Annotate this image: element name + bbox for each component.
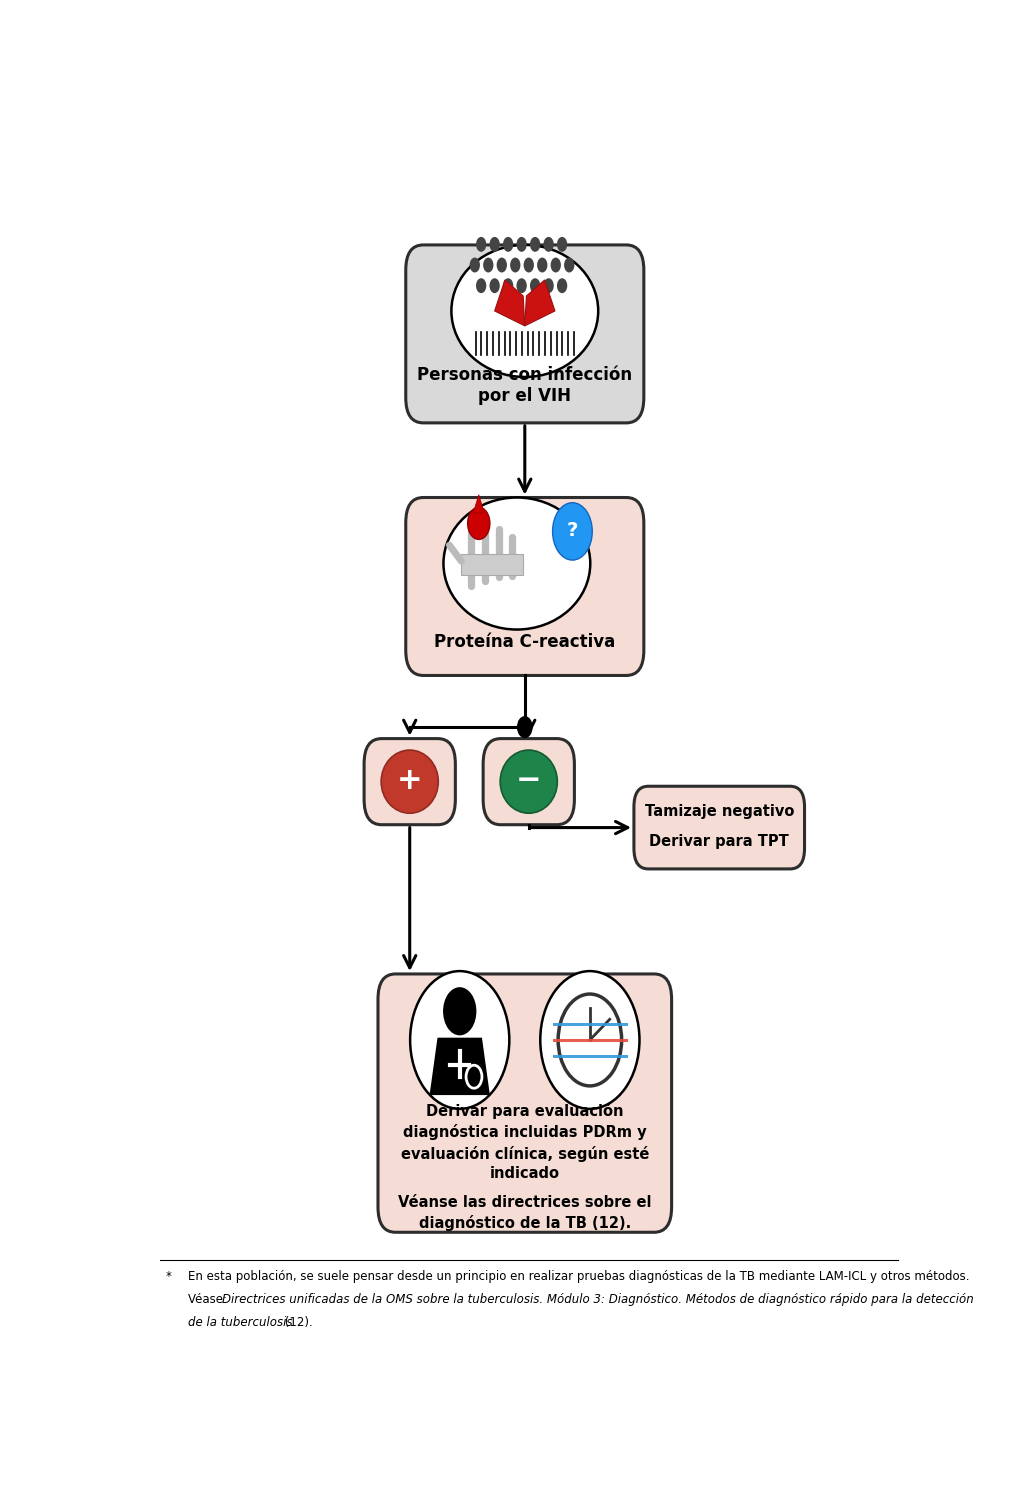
Text: −: − (516, 766, 542, 795)
Text: En esta población, se suele pensar desde un principio en realizar pruebas diagnó: En esta población, se suele pensar desde… (187, 1270, 969, 1282)
Ellipse shape (541, 971, 639, 1109)
Polygon shape (461, 555, 523, 576)
Circle shape (544, 237, 554, 252)
Circle shape (530, 237, 541, 252)
Circle shape (503, 237, 513, 252)
Circle shape (553, 502, 592, 561)
Circle shape (503, 279, 513, 294)
Text: Proteína C-reactiva: Proteína C-reactiva (434, 632, 615, 650)
Ellipse shape (443, 498, 590, 629)
Text: Personas con infección
por el VIH: Personas con infección por el VIH (417, 367, 633, 406)
Text: +: + (397, 766, 423, 795)
Circle shape (557, 237, 567, 252)
Text: Directrices unificadas de la OMS sobre la tuberculosis. Módulo 3: Diagnóstico. M: Directrices unificadas de la OMS sobre l… (222, 1293, 974, 1306)
Circle shape (564, 258, 574, 273)
FancyBboxPatch shape (406, 245, 644, 423)
Text: (12).: (12). (282, 1315, 313, 1328)
Circle shape (483, 258, 494, 273)
FancyBboxPatch shape (406, 498, 644, 675)
Circle shape (516, 279, 526, 294)
Text: Véase:: Véase: (187, 1293, 230, 1306)
Polygon shape (430, 1038, 489, 1094)
Polygon shape (524, 280, 555, 327)
Circle shape (470, 258, 480, 273)
Polygon shape (495, 280, 524, 327)
FancyBboxPatch shape (378, 974, 672, 1232)
Circle shape (476, 237, 486, 252)
FancyBboxPatch shape (483, 738, 574, 825)
Circle shape (544, 279, 554, 294)
Ellipse shape (381, 750, 438, 813)
Circle shape (516, 237, 526, 252)
Text: Derivar para evaluación
diagnóstica incluidas PDRm y
evaluación clínica, según e: Derivar para evaluación diagnóstica incl… (400, 1103, 649, 1181)
Circle shape (530, 279, 541, 294)
Circle shape (538, 258, 548, 273)
Circle shape (557, 279, 567, 294)
Circle shape (476, 279, 486, 294)
Circle shape (489, 279, 500, 294)
Circle shape (510, 258, 520, 273)
Circle shape (443, 987, 476, 1035)
FancyBboxPatch shape (634, 786, 805, 869)
Text: ?: ? (566, 520, 579, 540)
FancyBboxPatch shape (365, 738, 456, 825)
Circle shape (551, 258, 561, 273)
Text: *: * (166, 1270, 172, 1282)
Text: Derivar para TPT: Derivar para TPT (649, 833, 790, 848)
Ellipse shape (411, 971, 509, 1109)
Circle shape (518, 717, 531, 738)
Circle shape (523, 258, 534, 273)
Ellipse shape (452, 245, 598, 377)
Circle shape (489, 237, 500, 252)
Circle shape (468, 507, 489, 540)
Text: Véanse las directrices sobre el
diagnóstico de la TB (12).: Véanse las directrices sobre el diagnóst… (398, 1194, 651, 1232)
Circle shape (497, 258, 507, 273)
Text: de la tuberculosis: de la tuberculosis (187, 1315, 292, 1328)
Polygon shape (473, 495, 484, 513)
Ellipse shape (500, 750, 557, 813)
Text: Tamizaje negativo: Tamizaje negativo (644, 804, 794, 819)
